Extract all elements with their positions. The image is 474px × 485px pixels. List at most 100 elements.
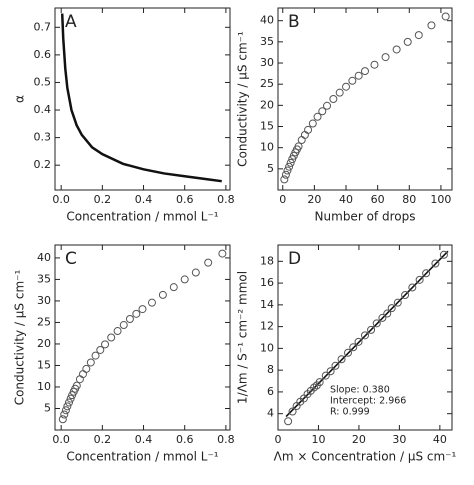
y-tick-label: 0.7 bbox=[34, 20, 52, 33]
data-point bbox=[354, 71, 363, 80]
data-point bbox=[294, 142, 303, 151]
data-point bbox=[101, 340, 110, 349]
data-point bbox=[300, 130, 309, 139]
data-point bbox=[335, 88, 344, 97]
plot-frame bbox=[277, 244, 453, 431]
x-tick-label: 0.6 bbox=[176, 433, 194, 446]
fit-line bbox=[285, 250, 449, 418]
data-point bbox=[283, 166, 292, 175]
data-point bbox=[218, 249, 227, 258]
x-tick-label: 0 bbox=[279, 193, 286, 206]
x-tick-label: 0.4 bbox=[135, 433, 153, 446]
y-tick-label: 35 bbox=[37, 272, 51, 285]
x-tick-label: 0.6 bbox=[176, 193, 194, 206]
x-tick-label: 30 bbox=[392, 433, 406, 446]
y-axis-label: α bbox=[13, 95, 27, 103]
data-point bbox=[408, 283, 417, 292]
data-point bbox=[329, 95, 338, 103]
data-point bbox=[321, 371, 330, 380]
data-point bbox=[147, 298, 156, 307]
y-tick-label: 30 bbox=[260, 56, 274, 69]
data-point bbox=[125, 315, 134, 323]
x-tick-label: 0.8 bbox=[217, 433, 235, 446]
y-tick-label: 0.3 bbox=[34, 131, 52, 144]
y-axis-label: Conductivity / μS cm⁻¹ bbox=[236, 31, 250, 167]
data-point bbox=[158, 290, 167, 299]
data-point bbox=[403, 37, 412, 46]
data-point bbox=[285, 162, 294, 171]
x-tick-label: 0.4 bbox=[135, 193, 153, 206]
y-tick-label: 8 bbox=[267, 363, 274, 376]
y-tick-label: 10 bbox=[260, 341, 274, 354]
plot-frame bbox=[54, 7, 231, 191]
x-tick-label: 20 bbox=[307, 193, 321, 206]
data-point bbox=[79, 370, 87, 379]
x-tick-label: 0.0 bbox=[52, 433, 70, 446]
x-tick-label: 0.2 bbox=[94, 193, 112, 206]
y-tick-label: 4 bbox=[267, 407, 274, 420]
panel: 0.0 0.2 0.4 0.6 0.8 0.2 0.3 0.4 0.5 0.6 0.7 Concent… bbox=[13, 7, 235, 224]
y-tick-label: 25 bbox=[260, 77, 274, 90]
y-tick-label: 10 bbox=[37, 380, 51, 393]
panel-letter: A bbox=[65, 12, 77, 32]
y-tick-label: 25 bbox=[37, 315, 51, 328]
data-point bbox=[297, 136, 306, 145]
x-tick-label: 0.8 bbox=[217, 193, 235, 206]
data-point bbox=[169, 283, 178, 292]
y-axis-label: 1/Λm / S⁻¹ cm⁻² mmol bbox=[236, 271, 250, 404]
data-point bbox=[427, 21, 436, 30]
y-tick-label: 20 bbox=[260, 98, 274, 111]
data-point bbox=[378, 313, 387, 322]
data-point bbox=[318, 107, 327, 116]
panel: 0 20 40 60 80 100 5 10 15 20 25 30 35 40 Number of dro… bbox=[236, 7, 453, 224]
x-tick-label: 80 bbox=[402, 193, 416, 206]
y-tick-label: 12 bbox=[260, 320, 274, 333]
data-point bbox=[86, 358, 95, 367]
data-point bbox=[372, 319, 381, 328]
data-point bbox=[313, 112, 322, 121]
y-axis-label: Conductivity / μS cm⁻¹ bbox=[13, 270, 27, 406]
data-point bbox=[308, 119, 317, 128]
data-point bbox=[281, 170, 290, 179]
data-point bbox=[72, 381, 81, 390]
data-point bbox=[381, 53, 390, 62]
x-tick-label: 0.0 bbox=[52, 193, 70, 206]
data-point bbox=[58, 415, 67, 424]
data-point bbox=[60, 410, 69, 419]
data-point bbox=[414, 31, 423, 40]
data-point bbox=[367, 325, 376, 334]
data-point bbox=[180, 275, 189, 284]
data-point bbox=[342, 82, 351, 91]
data-point bbox=[280, 175, 289, 184]
data-point bbox=[315, 378, 324, 387]
y-tick-label: 16 bbox=[260, 276, 274, 289]
data-point bbox=[387, 304, 396, 313]
data-point bbox=[401, 291, 410, 300]
data-point bbox=[331, 361, 340, 370]
data-point bbox=[392, 45, 401, 54]
data-line bbox=[60, 13, 222, 183]
plot-frame bbox=[277, 7, 453, 191]
data-point bbox=[439, 250, 448, 259]
data-point bbox=[61, 406, 70, 415]
data-point bbox=[323, 101, 332, 110]
y-tick-label: 5 bbox=[267, 162, 274, 175]
data-point bbox=[284, 417, 293, 426]
data-point bbox=[138, 305, 147, 314]
x-tick-label: 20 bbox=[352, 433, 366, 446]
data-point bbox=[288, 407, 297, 416]
y-tick-label: 40 bbox=[260, 14, 274, 27]
data-point bbox=[415, 275, 424, 284]
data-point bbox=[383, 309, 392, 318]
plot-frame bbox=[54, 244, 231, 431]
y-tick-label: 14 bbox=[260, 298, 274, 311]
y-tick-label: 20 bbox=[37, 337, 51, 350]
annotation: R: 0.999 bbox=[330, 407, 370, 418]
data-point bbox=[63, 402, 72, 411]
data-point bbox=[107, 333, 116, 342]
y-tick-label: 40 bbox=[37, 251, 51, 264]
data-point bbox=[361, 331, 369, 340]
y-tick-label: 30 bbox=[37, 294, 51, 307]
data-point bbox=[441, 12, 450, 21]
